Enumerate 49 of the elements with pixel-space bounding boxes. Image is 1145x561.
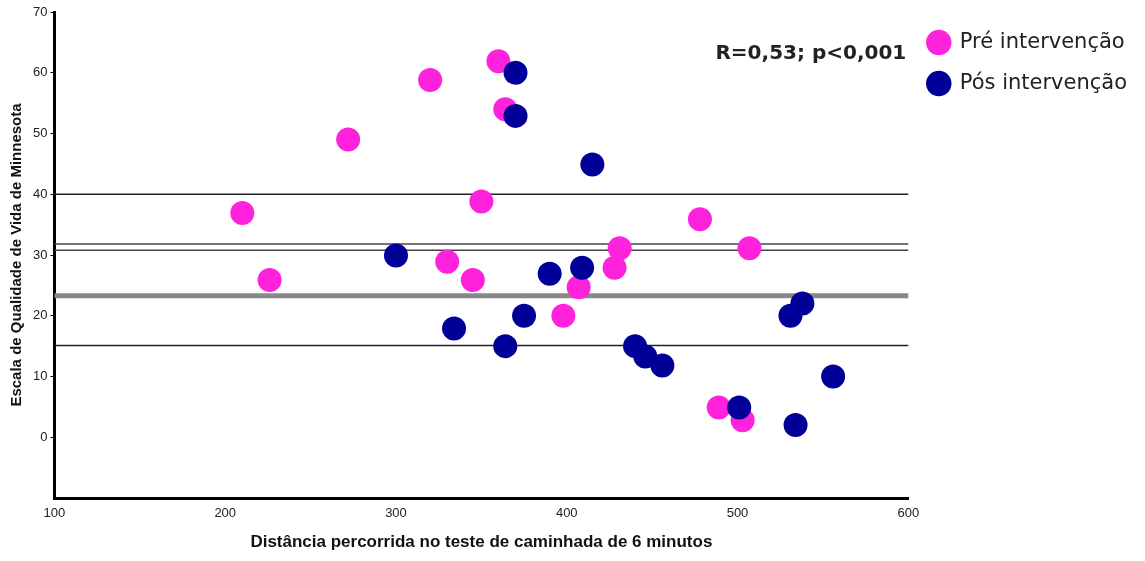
point (469, 189, 494, 214)
point (633, 344, 658, 369)
point (537, 261, 562, 286)
point (821, 364, 846, 389)
y-tick-label: 60 (32, 64, 48, 80)
point (503, 103, 528, 128)
point (442, 316, 467, 341)
x-axis-title: Distância percorrida no teste de caminhada de 6 minutos (250, 532, 713, 552)
point (435, 249, 460, 274)
y-tick-label: 50 (32, 125, 48, 141)
point (580, 152, 605, 177)
point (336, 127, 361, 152)
y-tick-label: 0 (40, 428, 48, 444)
y-axis-title: Escala de Qualidade de Vida de Minnesota (7, 102, 25, 407)
point (383, 243, 408, 268)
point (790, 291, 815, 316)
annotation: R=0,53; p<0,001 (715, 40, 907, 65)
x-tick-label: 400 (555, 505, 578, 521)
point (650, 353, 675, 378)
x-tick-label: 500 (726, 505, 749, 521)
legend-label: Pré intervenção (959, 28, 1125, 53)
point (737, 236, 762, 261)
point (727, 395, 752, 420)
point (460, 267, 485, 292)
point (783, 413, 808, 438)
y-tick-label: 10 (32, 368, 48, 384)
point (230, 201, 255, 226)
x-tick-label: 100 (43, 505, 66, 521)
y-tick-label: 20 (32, 307, 48, 323)
x-tick-label: 200 (214, 505, 237, 521)
point (493, 334, 518, 359)
y-tick-label: 70 (32, 3, 48, 19)
point (512, 303, 537, 328)
x-tick-label: 600 (897, 505, 920, 521)
point (503, 60, 528, 85)
x-tick-label: 300 (385, 505, 407, 521)
point (418, 68, 443, 93)
point (706, 395, 731, 420)
point (687, 207, 712, 232)
point (257, 267, 282, 292)
point (486, 49, 511, 74)
point (607, 236, 632, 261)
point (602, 255, 627, 280)
legend-label: Pós intervenção (959, 69, 1127, 94)
point (570, 255, 595, 280)
y-tick-label: 40 (32, 185, 48, 201)
y-tick-label: 30 (32, 246, 48, 262)
point (566, 275, 591, 300)
point (551, 303, 576, 328)
